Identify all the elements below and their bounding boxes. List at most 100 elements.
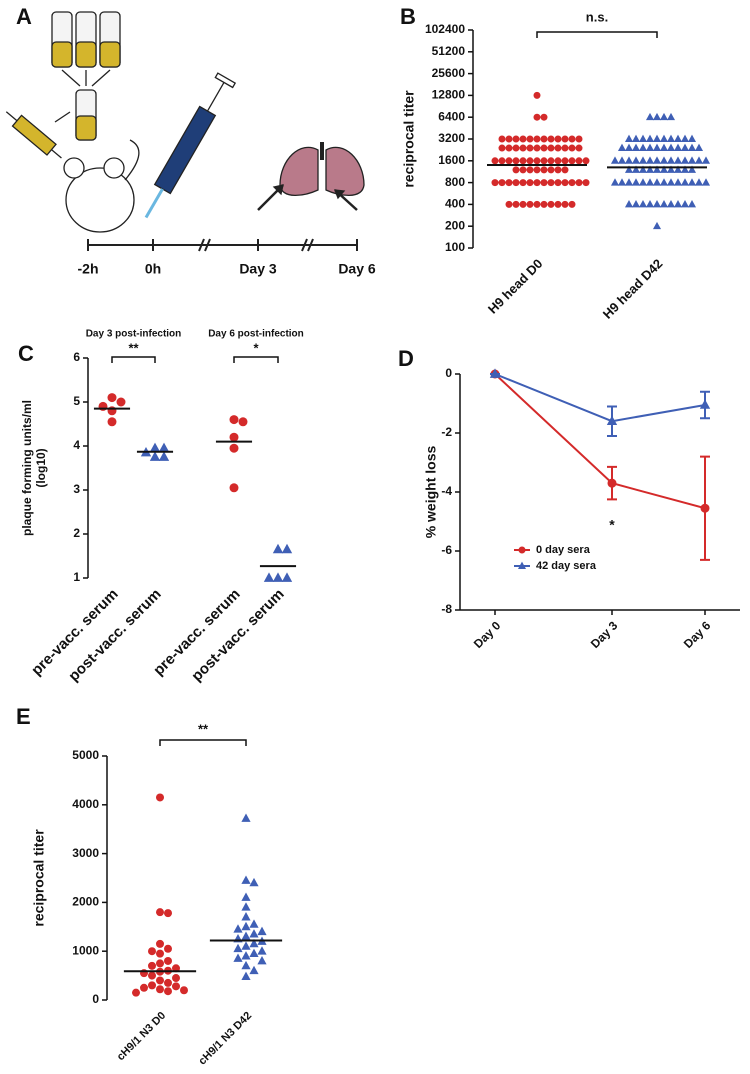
data-point <box>617 178 627 186</box>
data-point <box>505 179 513 187</box>
significance-label: ** <box>198 721 209 736</box>
arrow-head <box>272 184 284 196</box>
panel-label: C <box>18 341 34 366</box>
significance-label: * <box>609 517 615 533</box>
data-point <box>554 144 562 152</box>
data-point <box>281 543 293 554</box>
y-tick-label: 1000 <box>72 943 99 957</box>
data-point <box>645 156 655 164</box>
data-point <box>156 793 164 802</box>
data-point <box>533 179 541 187</box>
data-point <box>533 166 541 174</box>
data-point <box>638 178 648 186</box>
arrow <box>61 69 81 87</box>
data-point <box>680 134 690 142</box>
data-point <box>673 178 683 186</box>
data-point <box>158 442 170 453</box>
significance-label: n.s. <box>586 9 608 24</box>
lung <box>279 146 319 197</box>
mouse-tail <box>124 139 140 181</box>
timeline-label: Day 6 <box>338 261 376 277</box>
y-tick-label: 1600 <box>438 153 465 167</box>
data-point <box>107 393 117 403</box>
significance-label: * <box>253 340 259 355</box>
data-point <box>519 179 527 187</box>
data-point <box>680 143 690 152</box>
timeline-label: Day 3 <box>239 261 277 277</box>
data-point <box>229 415 239 425</box>
data-point <box>638 165 648 173</box>
x-tick-label: cH9/1 N3 D0 <box>115 1010 168 1063</box>
data-point <box>281 572 293 582</box>
data-point <box>249 929 259 938</box>
data-point <box>659 165 669 173</box>
data-point <box>694 178 704 186</box>
data-point <box>249 877 259 887</box>
data-point <box>638 143 648 152</box>
data-point <box>680 165 690 173</box>
data-point <box>673 143 683 152</box>
y-tick-label: 100 <box>445 240 465 254</box>
y-tick-label: 0 <box>92 992 99 1006</box>
data-point <box>491 157 499 165</box>
data-point <box>156 959 164 968</box>
data-point <box>519 135 527 143</box>
data-point <box>624 156 634 164</box>
y-tick-label: 3000 <box>72 846 99 860</box>
data-point <box>229 432 239 442</box>
data-point <box>519 157 527 165</box>
data-point <box>540 200 548 208</box>
data-point <box>575 144 583 152</box>
significance-bracket <box>111 356 156 363</box>
data-point <box>512 157 520 165</box>
syringe-barrel <box>153 105 217 195</box>
data-point <box>140 983 148 992</box>
arrow <box>91 69 111 87</box>
data-point <box>582 179 590 187</box>
data-point <box>233 953 243 962</box>
data-point <box>241 912 251 921</box>
data-point <box>498 135 506 143</box>
data-point <box>631 178 641 186</box>
tube-liquid <box>75 115 97 141</box>
y-tick-label: 5 <box>73 394 80 408</box>
data-point <box>533 91 541 99</box>
data-point <box>505 144 513 152</box>
x-tick-label: Day 3 <box>588 618 621 651</box>
data-point <box>624 200 634 208</box>
data-point <box>575 157 583 165</box>
data-point <box>512 144 520 152</box>
data-point <box>257 926 267 936</box>
data-point <box>554 166 562 174</box>
data-point <box>561 157 569 165</box>
data-point <box>498 157 506 165</box>
significance-bracket <box>536 31 658 38</box>
y-axis-label: (log10) <box>34 448 48 487</box>
y-tick-label: 4000 <box>72 797 99 811</box>
series-line <box>494 373 706 510</box>
data-point <box>624 134 634 142</box>
data-point <box>132 988 140 997</box>
data-point <box>489 368 501 378</box>
data-point <box>164 978 172 987</box>
data-point <box>666 143 676 152</box>
data-point <box>561 179 569 187</box>
data-point <box>164 956 172 965</box>
data-point <box>666 200 676 208</box>
x-tick-label: Day 0 <box>471 618 504 651</box>
data-point <box>582 157 590 165</box>
timeline-label: 0h <box>145 261 161 277</box>
data-point <box>148 971 156 980</box>
data-point <box>505 200 513 208</box>
data-point <box>547 135 555 143</box>
y-axis-label: % weight loss <box>423 446 439 539</box>
data-point <box>631 134 641 142</box>
data-point <box>148 961 156 970</box>
y-tick-label: -6 <box>441 543 452 557</box>
panel-label: A <box>16 4 32 29</box>
y-tick-label: 3 <box>73 482 80 496</box>
data-point <box>526 144 534 152</box>
significance-bracket <box>233 356 279 363</box>
data-point <box>680 178 690 186</box>
data-point <box>652 221 662 230</box>
